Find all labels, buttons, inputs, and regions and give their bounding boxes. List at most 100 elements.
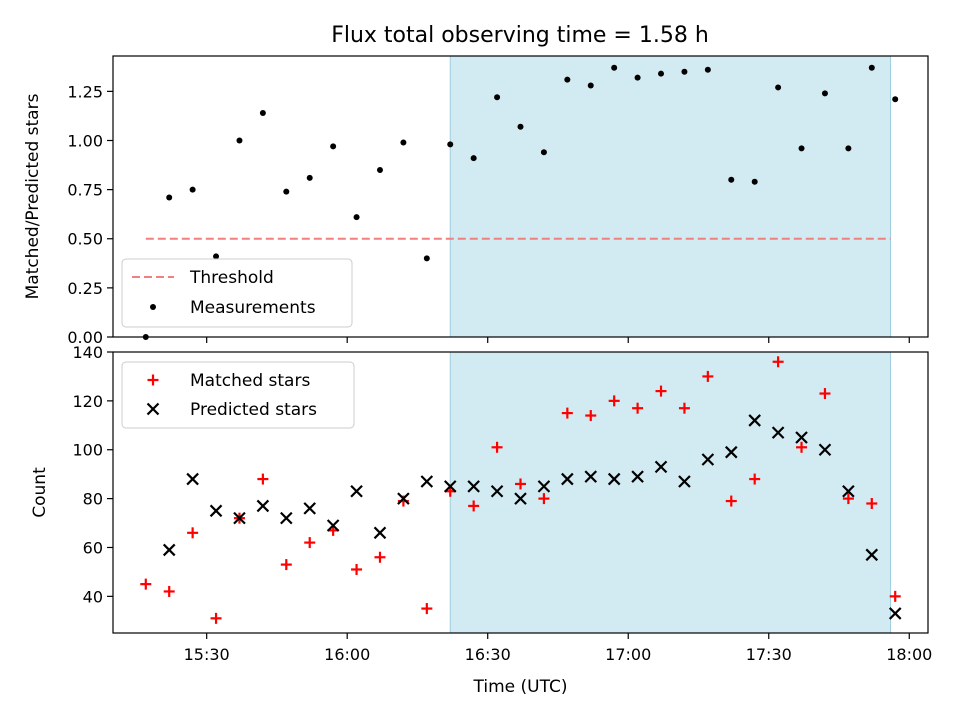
predicted-point-1 [186,472,199,486]
measurement-point-22 [658,70,665,77]
legend-matched-marker [147,374,159,386]
legend-threshold-label: Threshold [189,268,274,288]
predicted-point-17 [561,472,574,486]
count-legend: Matched stars Predicted stars [121,361,355,429]
measurement-points [142,64,899,340]
measurement-point-10 [376,166,383,173]
ratio-ytick-label-3: 0.75 [67,181,103,200]
predicted-point-11 [420,475,434,488]
predicted-point-14 [490,485,504,498]
predicted-point-15 [514,492,527,505]
measurement-point-2 [189,186,196,193]
matched-point-23 [678,402,690,414]
matched-point-16 [515,478,526,490]
measurement-point-12 [423,255,430,262]
count-y-ticks: 40 60 80 100 120 140 [72,343,113,606]
predicted-point-31 [888,607,902,620]
measurement-point-31 [868,64,875,71]
predicted-point-20 [631,470,644,483]
measurement-point-32 [892,96,899,103]
predicted-point-10 [397,492,410,505]
matched-point-24 [702,370,714,382]
x-axis-label: Time (UTC) [473,677,568,697]
ratio-ytick-label-4: 1.00 [67,131,103,150]
measurement-point-14 [470,155,477,162]
count-y-axis-label: Count [30,467,50,518]
measurement-point-16 [517,123,524,130]
legend-predicted-label: Predicted stars [190,400,317,420]
measurement-point-18 [564,76,571,83]
predicted-point-2 [209,504,223,518]
matched-point-12 [421,603,433,615]
ratio-ytick-label-1: 0.25 [67,279,103,298]
ratio-legend: Threshold Measurements [121,258,353,328]
predicted-point-28 [818,443,832,457]
ratio-y-axis-label: Matched/Predicted stars [23,93,43,299]
matched-point-31 [866,497,878,509]
predicted-point-19 [607,472,621,486]
matched-point-7 [304,537,316,549]
measurement-point-28 [798,145,805,152]
time-x-ticks: 15:30 16:00 16:30 17:00 17:30 18:00 [184,633,932,664]
count-ytick-label-1: 60 [83,538,103,557]
measurement-point-20 [611,64,618,71]
matched-point-22 [655,385,667,397]
matched-point-32 [889,590,901,602]
measurement-point-13 [447,141,454,148]
time-xtick-label-2: 16:30 [465,645,511,664]
predicted-point-7 [326,519,340,532]
count-ytick-label-4: 120 [72,392,103,411]
measurement-point-5 [259,109,266,116]
legend-matched-swatch [147,374,159,386]
legend-predicted-swatch [146,402,160,416]
count-legend-box [121,361,355,429]
ratio-x-ticks [206,337,910,343]
predicted-point-3 [233,511,246,525]
measurement-point-6 [283,188,290,195]
count-panel: 40 60 80 100 120 140 15:30 16:00 16:30 17:00 17:3… [30,343,932,697]
count-ytick-label-3: 100 [72,441,103,460]
measurement-point-25 [728,176,735,183]
predicted-point-4 [256,499,270,513]
count-panel-frame [112,351,929,634]
count-ytick-label-0: 40 [83,587,103,606]
predicted-point-24 [724,445,738,459]
matched-point-20 [608,395,620,407]
time-xtick-label-1: 16:00 [324,645,370,664]
matched-point-30 [842,493,854,505]
matched-point-27 [772,356,784,368]
measurement-point-30 [845,145,852,152]
predicted-point-8 [350,485,363,498]
ratio-ytick-label-2: 0.50 [67,230,103,249]
matched-point-5 [257,473,269,485]
measurement-point-26 [751,178,758,185]
measurement-point-21 [634,74,641,81]
observing-window-shade-top [449,55,892,338]
matched-point-21 [632,402,644,414]
ratio-y-ticks: 0.00 0.25 0.50 0.75 1.00 1.25 [67,82,113,347]
predicted-point-23 [701,453,715,466]
matched-point-28 [796,441,808,453]
measurement-point-24 [704,66,711,73]
count-ytick-label-5: 140 [72,343,103,362]
matched-point-3 [210,612,222,624]
matched-point-0 [140,578,152,590]
matched-point-15 [491,441,503,453]
ratio-ytick-label-0: 0.00 [67,328,103,347]
predicted-point-16 [537,480,551,493]
predicted-point-30 [865,548,879,562]
measurement-point-19 [587,82,594,89]
measurement-point-29 [821,90,828,97]
count-ytick-label-2: 80 [83,490,103,509]
matched-point-18 [561,407,573,419]
matched-point-26 [749,473,761,485]
time-xtick-label-3: 17:00 [605,645,651,664]
predicted-point-12 [443,480,457,493]
measurement-point-17 [540,149,547,156]
matched-point-14 [468,500,480,512]
matched-point-1 [163,585,175,597]
count-points [140,356,902,624]
matched-point-10 [374,551,386,563]
predicted-point-18 [584,470,598,483]
